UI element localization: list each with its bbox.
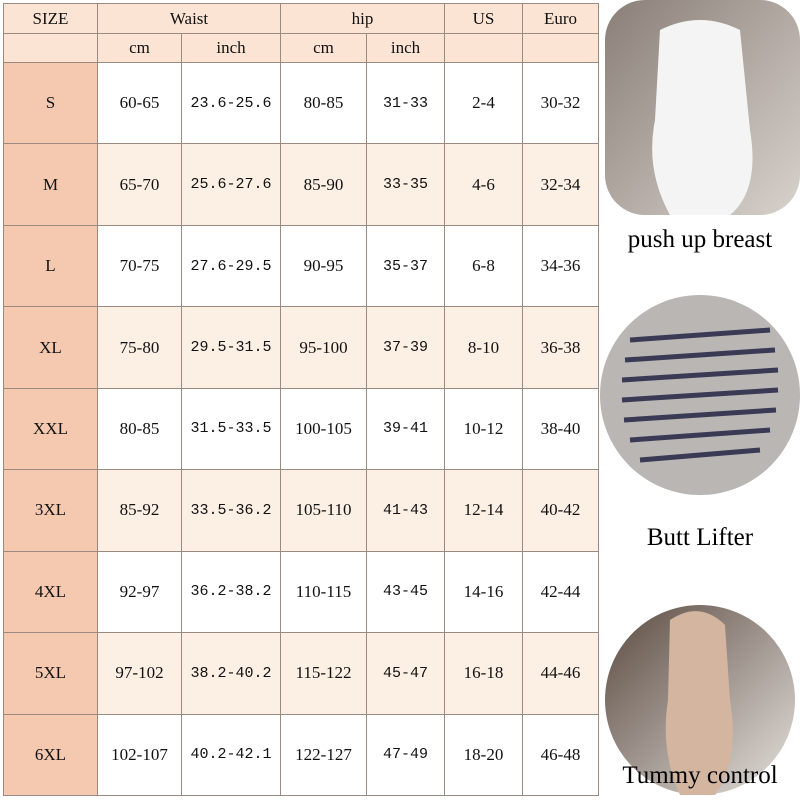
table-cell: 43-45 [366, 550, 445, 634]
table-cell: 80-85 [280, 62, 367, 145]
caption: Butt Lifter [646, 524, 754, 551]
table-cell: 30-32 [522, 62, 599, 145]
table-cell: 45-47 [366, 632, 445, 715]
table-cell: 33-35 [366, 143, 445, 226]
table-cell: 115-122 [280, 632, 367, 715]
table-cell: inch [366, 33, 445, 63]
table-cell: 35-37 [366, 224, 445, 308]
table-cell: 102-107 [97, 713, 182, 796]
table-cell: 18-20 [444, 713, 523, 796]
table-cell: 38-40 [522, 387, 599, 471]
table-cell: 42-44 [522, 550, 599, 634]
table-cell: Waist [97, 3, 281, 34]
table-cell: 110-115 [280, 550, 367, 634]
table-cell: 33.5-36.2 [181, 469, 281, 552]
table-cell: 6-8 [444, 224, 523, 308]
table-cell: 12-14 [444, 469, 523, 552]
table-cell: 85-90 [280, 143, 367, 226]
table-cell: XL [3, 306, 98, 389]
table-cell: M [3, 143, 98, 226]
table-cell: 92-97 [97, 550, 182, 634]
table-cell: SIZE [3, 3, 98, 34]
table-cell: 8-10 [444, 306, 523, 389]
table-cell [522, 33, 599, 63]
table-cell: 37-39 [366, 306, 445, 389]
table-cell: 100-105 [280, 387, 367, 471]
dress-shape [652, 20, 753, 215]
table-cell: 16-18 [444, 632, 523, 715]
table-cell: hip [280, 3, 445, 34]
table-cell: cm [280, 33, 367, 63]
table-cell: 95-100 [280, 306, 367, 389]
table-cell: 3XL [3, 469, 98, 552]
table-cell: 38.2-40.2 [181, 632, 281, 715]
table-cell: L [3, 224, 98, 308]
table-cell: 23.6-25.6 [181, 62, 281, 145]
table-cell: 14-16 [444, 550, 523, 634]
table-cell: 90-95 [280, 224, 367, 308]
table-cell: 40-42 [522, 469, 599, 552]
table-cell [444, 33, 523, 63]
dress-shape [665, 611, 733, 795]
table-cell: 27.6-29.5 [181, 224, 281, 308]
table-cell: 75-80 [97, 306, 182, 389]
table-cell: 36-38 [522, 306, 599, 389]
table-cell: 4XL [3, 550, 98, 634]
table-cell: 29.5-31.5 [181, 306, 281, 389]
table-cell [3, 33, 98, 63]
table-cell: 6XL [3, 713, 98, 796]
table-cell: 46-48 [522, 713, 599, 796]
table-cell: inch [181, 33, 281, 63]
table-cell: 47-49 [366, 713, 445, 796]
table-cell: 40.2-42.1 [181, 713, 281, 796]
table-cell: 60-65 [97, 62, 182, 145]
stripes [621, 327, 779, 463]
table-cell: 2-4 [444, 62, 523, 145]
table-cell: 25.6-27.6 [181, 143, 281, 226]
table-cell: S [3, 62, 98, 145]
table-cell: cm [97, 33, 182, 63]
table-cell: 39-41 [366, 387, 445, 471]
caption: push up breast [627, 226, 773, 253]
table-cell: 31.5-33.5 [181, 387, 281, 471]
table-cell: 122-127 [280, 713, 367, 796]
table-cell: 32-34 [522, 143, 599, 226]
table-cell: 10-12 [444, 387, 523, 471]
table-cell: 80-85 [97, 387, 182, 471]
table-cell: 31-33 [366, 62, 445, 145]
table-cell: 85-92 [97, 469, 182, 552]
table-cell: 70-75 [97, 224, 182, 308]
product-photos [600, 0, 800, 795]
table-cell: 97-102 [97, 632, 182, 715]
table-cell: US [444, 3, 523, 34]
table-cell: 44-46 [522, 632, 599, 715]
table-cell: 5XL [3, 632, 98, 715]
table-cell: 34-36 [522, 224, 599, 308]
table-cell: 65-70 [97, 143, 182, 226]
table-cell: XXL [3, 387, 98, 471]
caption: Tummy control [622, 762, 778, 789]
table-cell: 4-6 [444, 143, 523, 226]
table-cell: 41-43 [366, 469, 445, 552]
table-cell: 36.2-38.2 [181, 550, 281, 634]
table-cell: 105-110 [280, 469, 367, 552]
table-cell: Euro [522, 3, 599, 34]
